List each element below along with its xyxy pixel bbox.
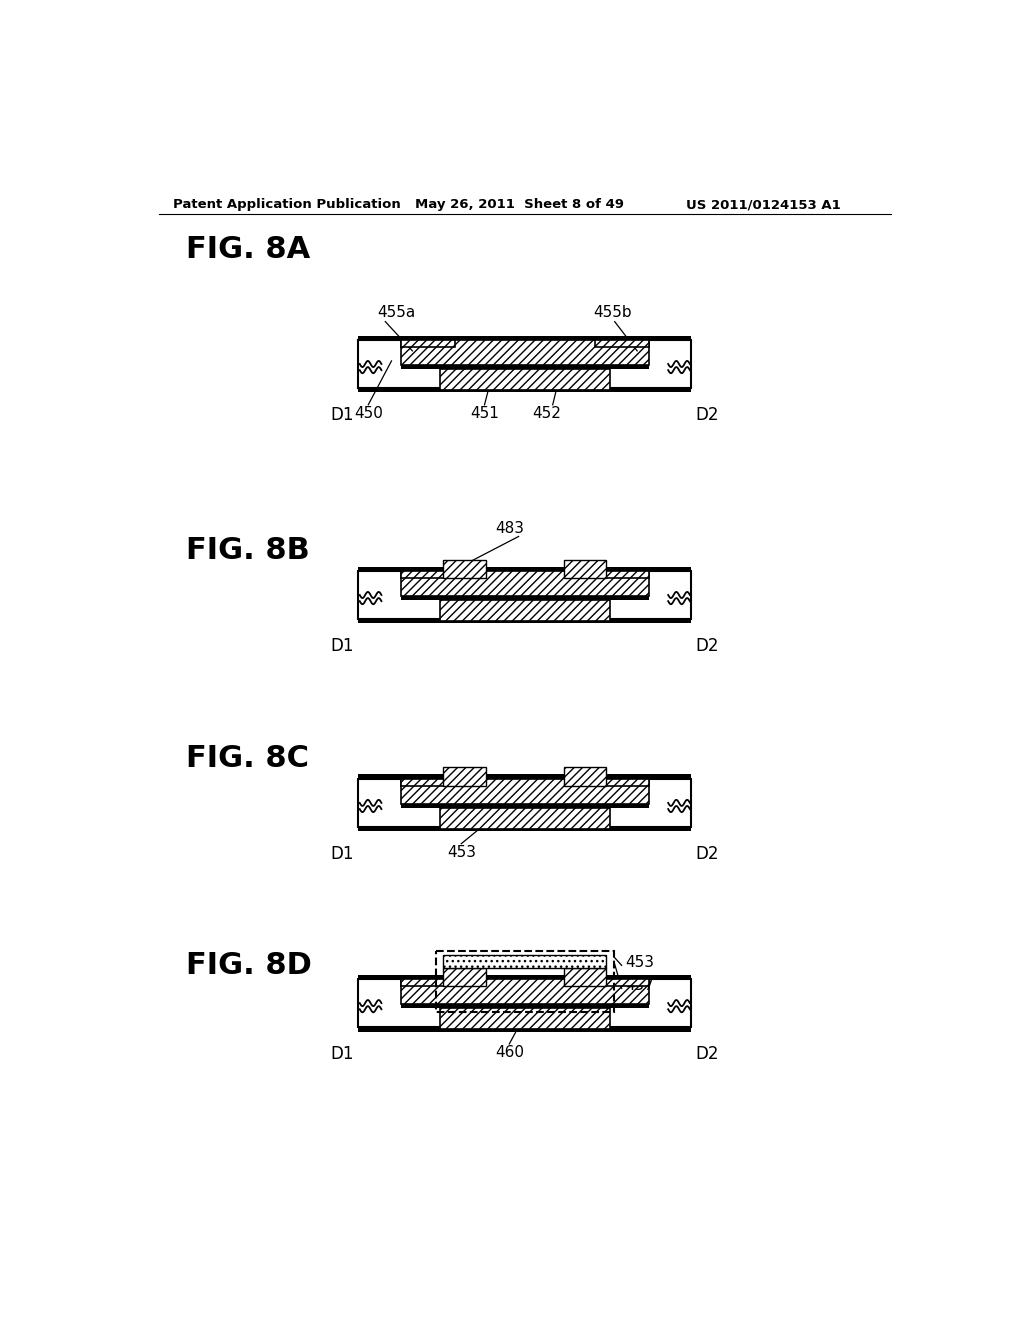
Text: D2: D2	[695, 845, 719, 863]
Bar	[400, 779, 649, 804]
Bar	[563, 560, 606, 578]
Text: 453: 453	[626, 954, 654, 970]
Text: D2: D2	[695, 1045, 719, 1064]
Text: D1: D1	[331, 638, 354, 655]
Bar	[358, 572, 691, 619]
Bar	[595, 341, 649, 347]
Bar	[358, 335, 691, 341]
Bar	[400, 979, 455, 986]
Bar	[595, 979, 649, 986]
Bar	[439, 1007, 610, 1030]
Bar	[400, 572, 649, 595]
Bar	[358, 341, 691, 388]
Bar	[358, 779, 691, 826]
Text: FIG. 8C: FIG. 8C	[186, 743, 309, 772]
Bar	[400, 341, 455, 347]
Bar	[595, 572, 649, 578]
Text: D1: D1	[331, 407, 354, 424]
Bar	[400, 341, 649, 364]
Bar	[439, 808, 610, 829]
Text: Patent Application Publication: Patent Application Publication	[173, 198, 400, 211]
Text: May 26, 2011  Sheet 8 of 49: May 26, 2011 Sheet 8 of 49	[415, 198, 624, 211]
Bar	[400, 979, 649, 1003]
Bar	[400, 804, 649, 808]
Bar	[358, 619, 691, 623]
Bar	[563, 767, 606, 785]
Text: 452: 452	[532, 407, 561, 421]
Text: D1: D1	[331, 1045, 354, 1064]
Bar	[595, 779, 649, 785]
Bar	[435, 950, 614, 1011]
Bar	[563, 968, 606, 986]
Text: US 2011/0124153 A1: US 2011/0124153 A1	[686, 198, 841, 211]
Bar	[443, 956, 606, 968]
Bar	[400, 595, 649, 599]
Text: FIG. 8A: FIG. 8A	[186, 235, 310, 264]
Text: D2: D2	[695, 638, 719, 655]
Bar	[443, 560, 486, 578]
Bar	[443, 767, 486, 785]
Text: 457: 457	[626, 978, 654, 993]
Text: 453: 453	[446, 845, 476, 861]
Bar	[358, 388, 691, 392]
Text: 455a: 455a	[378, 305, 416, 321]
Bar	[358, 1027, 691, 1032]
Bar	[400, 779, 455, 785]
Text: D1: D1	[331, 845, 354, 863]
Bar	[400, 1003, 649, 1007]
Bar	[358, 775, 691, 779]
Bar	[358, 979, 691, 1027]
Bar	[443, 968, 486, 986]
Text: 455b: 455b	[593, 305, 632, 321]
Bar	[439, 368, 610, 391]
Text: 451: 451	[470, 407, 499, 421]
Bar	[358, 566, 691, 572]
Bar	[400, 364, 649, 368]
Text: FIG. 8D: FIG. 8D	[186, 952, 312, 981]
Text: 460: 460	[495, 1045, 524, 1060]
Text: D2: D2	[695, 407, 719, 424]
Text: 450: 450	[354, 407, 383, 421]
Text: FIG. 8B: FIG. 8B	[186, 536, 310, 565]
Text: 483: 483	[495, 521, 524, 536]
Bar	[439, 599, 610, 622]
Bar	[358, 826, 691, 832]
Bar	[400, 572, 455, 578]
Bar	[358, 974, 691, 979]
